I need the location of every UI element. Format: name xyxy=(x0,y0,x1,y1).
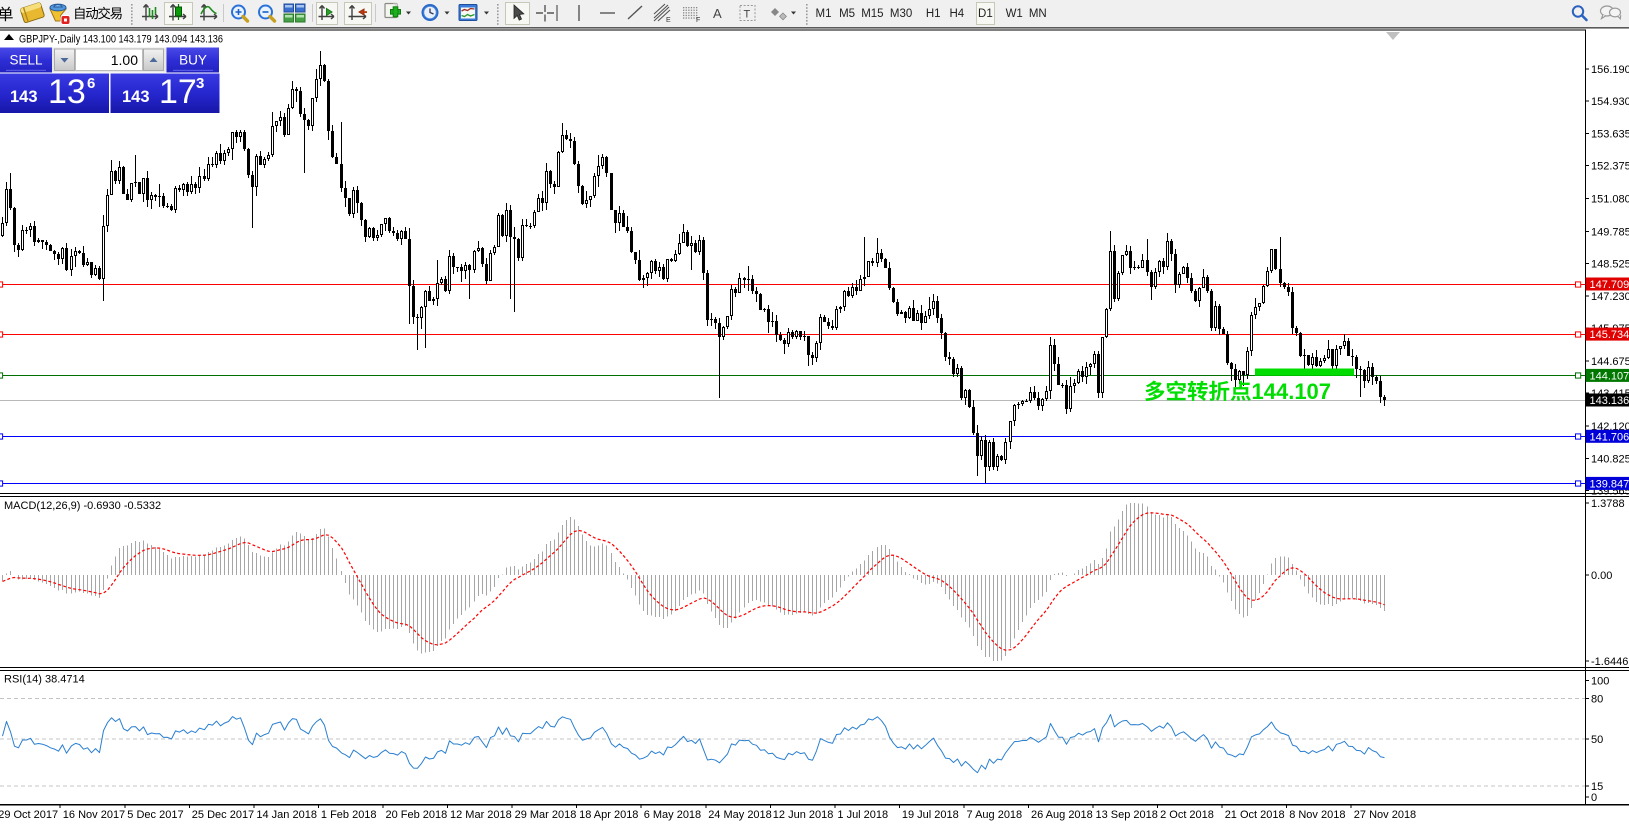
svg-text:M30: M30 xyxy=(890,8,912,20)
svg-text:MACD(12,26,9) -0.6930 -0.5332: MACD(12,26,9) -0.6930 -0.5332 xyxy=(4,500,161,512)
svg-text:18 Apr 2018: 18 Apr 2018 xyxy=(579,809,638,821)
svg-text:148.525: 148.525 xyxy=(1591,258,1629,270)
svg-text:H1: H1 xyxy=(926,8,941,20)
svg-text:E: E xyxy=(666,17,671,24)
svg-text:29 Oct 2017: 29 Oct 2017 xyxy=(0,809,58,821)
svg-text:15: 15 xyxy=(1591,781,1603,793)
svg-text:BUY: BUY xyxy=(179,53,207,68)
svg-text:13: 13 xyxy=(48,73,86,111)
svg-text:147.709: 147.709 xyxy=(1590,279,1629,291)
svg-text:21 Oct 2018: 21 Oct 2018 xyxy=(1225,809,1285,821)
svg-text:154.930: 154.930 xyxy=(1591,96,1629,108)
svg-text:100: 100 xyxy=(1591,676,1609,688)
svg-text:6 May 2018: 6 May 2018 xyxy=(644,809,701,821)
svg-text:145.734: 145.734 xyxy=(1590,329,1629,341)
svg-text:144.107: 144.107 xyxy=(1590,370,1629,382)
svg-text:D1: D1 xyxy=(978,8,993,20)
svg-text:M1: M1 xyxy=(816,8,832,20)
svg-text:143.136: 143.136 xyxy=(1590,395,1629,407)
svg-text:1 Feb 2018: 1 Feb 2018 xyxy=(321,809,377,821)
svg-text:24 May 2018: 24 May 2018 xyxy=(708,809,772,821)
svg-text:139.847: 139.847 xyxy=(1590,478,1629,490)
svg-text:149.785: 149.785 xyxy=(1591,226,1629,238)
svg-text:0.00: 0.00 xyxy=(1591,570,1612,582)
svg-text:7 Aug 2018: 7 Aug 2018 xyxy=(967,809,1023,821)
svg-text:1.3788: 1.3788 xyxy=(1591,498,1625,510)
svg-text:GBPJPY-,Daily 143.100 143.179: GBPJPY-,Daily 143.100 143.179 143.094 14… xyxy=(19,34,223,46)
svg-text:25 Dec 2017: 25 Dec 2017 xyxy=(192,809,254,821)
svg-text:17: 17 xyxy=(159,73,197,111)
svg-text:M15: M15 xyxy=(861,8,883,20)
svg-text:W1: W1 xyxy=(1006,8,1023,20)
svg-text:147.230: 147.230 xyxy=(1591,291,1629,303)
svg-text:RSI(14) 38.4714: RSI(14) 38.4714 xyxy=(4,674,85,686)
svg-text:2 Oct 2018: 2 Oct 2018 xyxy=(1160,809,1214,821)
svg-text:0: 0 xyxy=(1591,792,1597,804)
svg-text:20 Feb 2018: 20 Feb 2018 xyxy=(386,809,448,821)
svg-text:140.825: 140.825 xyxy=(1591,454,1629,466)
svg-text:1 Jul 2018: 1 Jul 2018 xyxy=(837,809,888,821)
svg-text:6: 6 xyxy=(87,75,95,92)
svg-text:14 Jan 2018: 14 Jan 2018 xyxy=(256,809,317,821)
svg-text:144.107: 144.107 xyxy=(1252,379,1332,404)
svg-text:12 Jun 2018: 12 Jun 2018 xyxy=(773,809,834,821)
svg-text:26 Aug 2018: 26 Aug 2018 xyxy=(1031,809,1093,821)
svg-text:3: 3 xyxy=(196,75,204,92)
svg-text:F: F xyxy=(696,17,700,24)
svg-text:-1.6446: -1.6446 xyxy=(1591,656,1628,668)
svg-text:144.675: 144.675 xyxy=(1591,356,1629,368)
svg-text:SELL: SELL xyxy=(9,53,43,68)
svg-text:19 Jul 2018: 19 Jul 2018 xyxy=(902,809,959,821)
svg-text:151.080: 151.080 xyxy=(1591,194,1629,206)
svg-text:50: 50 xyxy=(1591,734,1603,746)
svg-text:80: 80 xyxy=(1591,694,1603,706)
svg-text:141.706: 141.706 xyxy=(1590,431,1629,443)
svg-text:T: T xyxy=(744,9,751,21)
svg-text:27 Nov 2018: 27 Nov 2018 xyxy=(1354,809,1416,821)
svg-text:12 Mar 2018: 12 Mar 2018 xyxy=(450,809,512,821)
svg-text:1.00: 1.00 xyxy=(111,52,138,68)
svg-text:M5: M5 xyxy=(839,8,855,20)
svg-text:16 Nov 2017: 16 Nov 2017 xyxy=(63,809,125,821)
svg-text:29 Mar 2018: 29 Mar 2018 xyxy=(515,809,577,821)
svg-text:153.635: 153.635 xyxy=(1591,129,1629,141)
svg-text:5 Dec 2017: 5 Dec 2017 xyxy=(127,809,183,821)
svg-text:A: A xyxy=(713,6,722,21)
svg-text:H4: H4 xyxy=(949,8,964,20)
svg-text:143: 143 xyxy=(122,88,150,106)
svg-text:MN: MN xyxy=(1029,8,1047,20)
svg-text:8 Nov 2018: 8 Nov 2018 xyxy=(1289,809,1345,821)
svg-text:152.375: 152.375 xyxy=(1591,161,1629,173)
svg-text:13 Sep 2018: 13 Sep 2018 xyxy=(1096,809,1158,821)
svg-text:156.190: 156.190 xyxy=(1591,64,1629,76)
svg-text:143: 143 xyxy=(10,88,38,106)
